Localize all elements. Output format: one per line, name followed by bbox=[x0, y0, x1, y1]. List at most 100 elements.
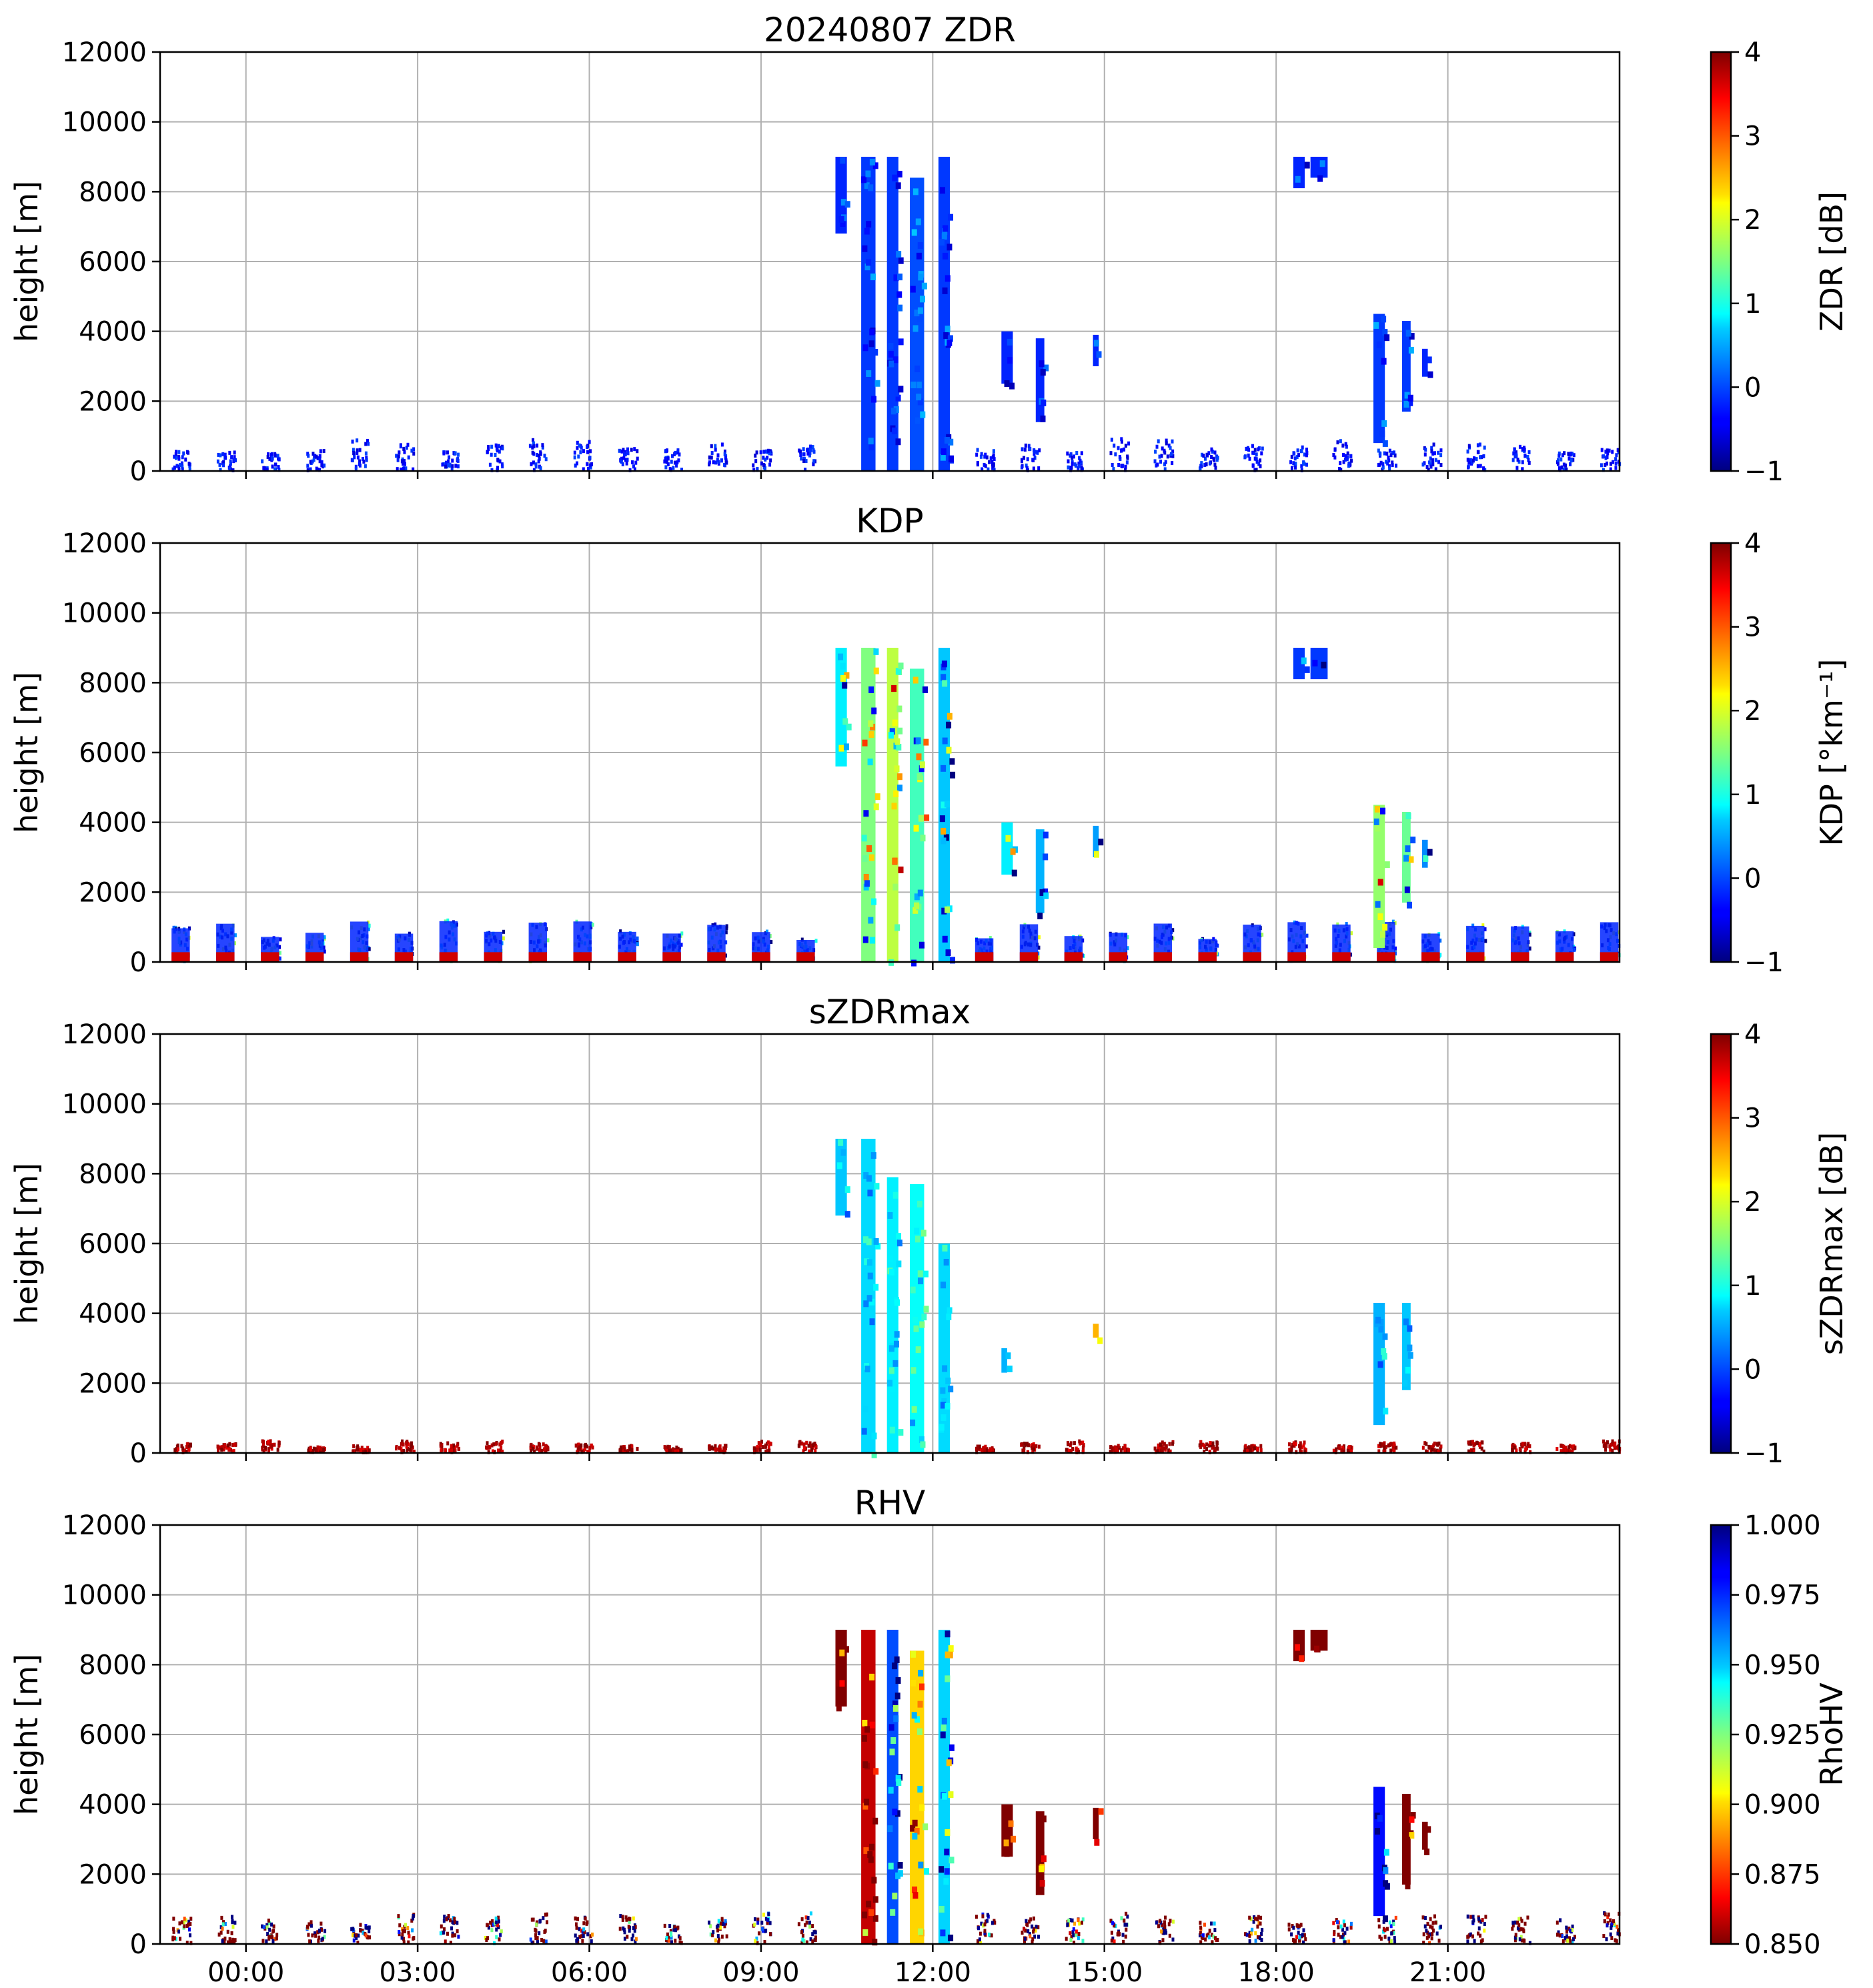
echo-speckle bbox=[1121, 464, 1125, 468]
echo-texture bbox=[917, 889, 923, 897]
echo-speckle bbox=[497, 1919, 500, 1924]
echo-speckle bbox=[1037, 945, 1041, 950]
echo-speckle bbox=[1296, 448, 1299, 453]
echo-speckle bbox=[804, 468, 807, 472]
echo-speckle bbox=[456, 1444, 459, 1448]
echo-speckle bbox=[1202, 1443, 1205, 1448]
echo-speckle bbox=[1257, 1921, 1261, 1925]
echo-texture bbox=[942, 737, 948, 744]
echo-texture bbox=[1039, 1851, 1045, 1859]
y-tick-label: 8000 bbox=[79, 1650, 147, 1680]
echo-speckle bbox=[1610, 1936, 1614, 1941]
echo-speckle bbox=[177, 468, 181, 472]
echo-speckle bbox=[1120, 440, 1123, 444]
echo-speckle bbox=[628, 1929, 631, 1933]
echo-cell bbox=[861, 1630, 876, 1944]
echo-speckle bbox=[814, 1930, 817, 1935]
echo-speckle bbox=[1126, 456, 1129, 460]
echo-speckle bbox=[1067, 465, 1070, 470]
echo-speckle bbox=[716, 1928, 720, 1933]
echo-speckle bbox=[1125, 460, 1129, 465]
echo-speckle bbox=[583, 1930, 586, 1935]
echo-speckle bbox=[396, 467, 399, 472]
echo-texture bbox=[948, 1386, 954, 1393]
echo-speckle bbox=[764, 1917, 768, 1921]
y-tick-label: 12000 bbox=[62, 528, 147, 559]
echo-speckle bbox=[1560, 1934, 1564, 1939]
echo-speckle bbox=[1287, 1442, 1291, 1447]
echo-texture bbox=[1377, 879, 1383, 886]
echo-texture bbox=[836, 1704, 842, 1712]
echo-texture bbox=[1043, 364, 1049, 372]
echo-speckle bbox=[1469, 1932, 1472, 1937]
echo-speckle bbox=[1121, 1933, 1125, 1937]
echo-texture bbox=[943, 1878, 949, 1885]
echo-speckle bbox=[350, 1927, 354, 1931]
echo-texture bbox=[1003, 1839, 1009, 1847]
echo-speckle bbox=[1467, 460, 1471, 465]
echo-speckle bbox=[231, 1940, 234, 1945]
echo-speckle bbox=[770, 939, 773, 944]
echo-speckle bbox=[976, 462, 979, 467]
echo-speckle bbox=[1483, 468, 1487, 472]
panel-title: 20240807 ZDR bbox=[764, 11, 1016, 49]
echo-speckle bbox=[1523, 453, 1527, 458]
echo-texture bbox=[1405, 1883, 1411, 1890]
echo-speckle bbox=[576, 1937, 579, 1941]
echo-texture bbox=[896, 291, 902, 298]
echo-speckle bbox=[444, 460, 448, 465]
echo-speckle bbox=[1287, 1923, 1291, 1927]
echo-speckle bbox=[1123, 1444, 1127, 1448]
echo-texture bbox=[1427, 371, 1433, 378]
echo-column-base bbox=[439, 952, 458, 962]
echo-speckle bbox=[1394, 1915, 1397, 1920]
echo-speckle bbox=[181, 455, 184, 460]
echo-speckle bbox=[1341, 1445, 1344, 1450]
echo-speckle bbox=[188, 1442, 191, 1447]
y-tick-label: 4000 bbox=[79, 1790, 147, 1821]
echo-texture bbox=[896, 1239, 902, 1247]
echo-speckle bbox=[544, 1913, 547, 1917]
echo-speckle bbox=[311, 452, 315, 456]
echo-texture bbox=[943, 834, 949, 841]
echo-speckle bbox=[318, 1929, 322, 1933]
echo-texture bbox=[869, 328, 875, 336]
echo-speckle bbox=[630, 448, 633, 452]
echo-speckle bbox=[720, 442, 724, 447]
echo-texture bbox=[868, 1856, 874, 1863]
echo-speckle bbox=[185, 1941, 189, 1945]
echo-speckle bbox=[221, 1922, 225, 1927]
echo-speckle bbox=[1067, 1448, 1071, 1453]
echo-speckle bbox=[323, 1935, 326, 1939]
echo-speckle bbox=[1564, 1446, 1568, 1450]
echo-speckle bbox=[755, 450, 758, 455]
x-tick-label: 21:00 bbox=[1409, 1957, 1486, 1988]
echo-speckle bbox=[630, 1937, 634, 1941]
echo-texture bbox=[1383, 1849, 1389, 1856]
echo-speckle bbox=[1255, 457, 1258, 462]
echo-speckle bbox=[452, 1443, 456, 1448]
echo-texture bbox=[917, 1700, 923, 1708]
echo-speckle bbox=[1290, 466, 1293, 470]
echo-texture bbox=[894, 390, 900, 397]
echo-speckle bbox=[494, 452, 497, 457]
echo-texture bbox=[946, 721, 952, 728]
echo-speckle bbox=[1163, 1925, 1167, 1929]
echo-speckle bbox=[1025, 1922, 1029, 1927]
echo-speckle bbox=[1423, 1441, 1427, 1446]
echo-speckle bbox=[975, 452, 979, 457]
echo-texture bbox=[873, 667, 879, 674]
echo-texture bbox=[940, 454, 946, 461]
echo-speckle bbox=[1156, 462, 1159, 467]
echo-speckle bbox=[1201, 1442, 1204, 1447]
echo-speckle bbox=[220, 1915, 223, 1920]
colorbar-label: KDP [°km⁻¹] bbox=[1814, 658, 1850, 846]
echo-speckle bbox=[752, 468, 756, 472]
echo-speckle bbox=[452, 1448, 455, 1453]
echo-speckle bbox=[225, 1445, 228, 1450]
echo-speckle bbox=[279, 937, 282, 942]
echo-texture bbox=[950, 771, 956, 779]
echo-speckle bbox=[1429, 464, 1433, 469]
echo-speckle bbox=[356, 1941, 360, 1945]
